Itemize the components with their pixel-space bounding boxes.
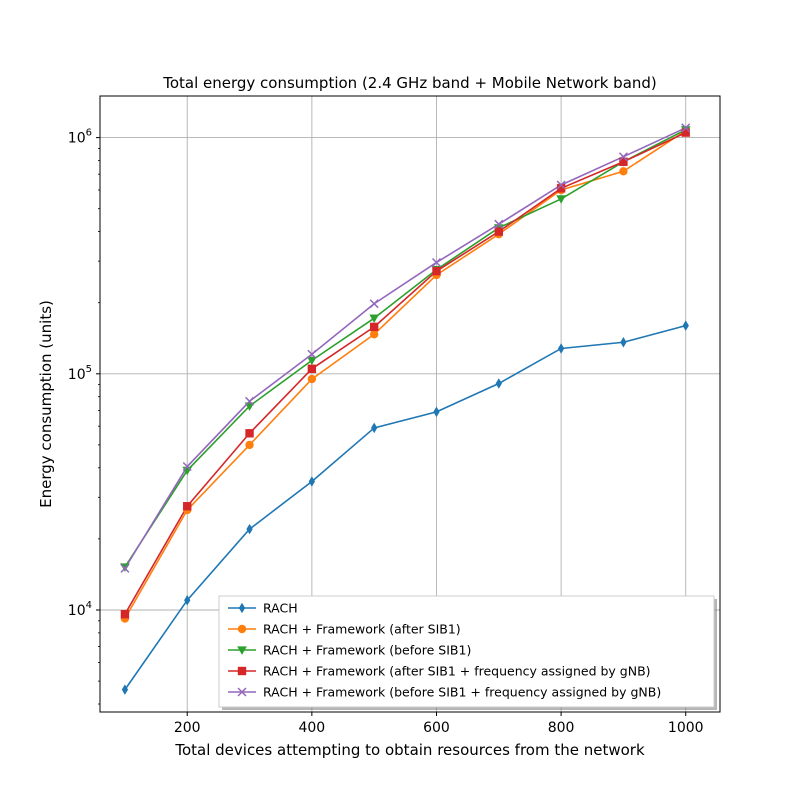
data-point-rach-framework-before-sib1-frequency-assigned-by-gnb	[245, 396, 255, 406]
data-point-rach-framework-after-sib1-frequency-assigned-by-gnb	[245, 429, 254, 438]
legend-marker	[238, 602, 246, 614]
legend-marker	[237, 624, 247, 634]
data-point-rach-framework-before-sib1-frequency-assigned-by-gnb	[120, 563, 130, 573]
data-point-rach-framework-after-sib1	[619, 167, 628, 176]
data-point-rach-framework-before-sib1	[369, 314, 380, 323]
data-point-rach-framework-before-sib1-frequency-assigned-by-gnb	[431, 257, 442, 267]
data-point-rach	[557, 343, 565, 354]
data-point-rach	[246, 523, 253, 535]
data-point-rach-framework-after-sib1-frequency-assigned-by-gnb	[681, 128, 690, 137]
data-point-rach-framework-before-sib1-frequency-assigned-by-gnb	[182, 462, 192, 472]
legend-box	[218, 595, 715, 708]
y-tick-label: 105	[68, 364, 92, 383]
series-line-rach	[124, 324, 686, 691]
data-point-rach-framework-after-sib1	[245, 440, 254, 450]
plot-area-frame	[99, 95, 721, 713]
legend-label: RACH	[263, 601, 298, 616]
legend-marker	[237, 666, 247, 676]
legend: RACH RACH + Framework (after SIB1) RACH + …	[218, 595, 717, 710]
data-point-rach	[371, 422, 378, 434]
data-point-rach-framework-before-sib1-frequency-assigned-by-gnb	[494, 219, 504, 229]
x-tick-label: 1000	[668, 720, 704, 736]
data-point-rach-framework-after-sib1-frequency-assigned-by-gnb	[432, 266, 441, 276]
x-tick-label: 400	[298, 720, 325, 736]
y-tick-label: 106	[68, 128, 92, 147]
data-point-rach-framework-before-sib1	[556, 195, 566, 204]
y-axis-ticks: 104 105 106	[68, 128, 100, 705]
y-axis-label: Energy consumption (units)	[37, 300, 55, 508]
data-point-rach	[682, 320, 689, 331]
data-point-rach-framework-after-sib1-frequency-assigned-by-gnb	[619, 157, 628, 166]
data-point-rach-framework-before-sib1	[307, 356, 317, 366]
data-point-rach-framework-before-sib1-frequency-assigned-by-gnb	[681, 123, 691, 133]
legend-label: RACH + Framework (after SIB1)	[263, 622, 461, 637]
chart-title: Total energy consumption (2.4 GHz band +…	[162, 74, 657, 92]
series-line-rach-framework-after-sib1-frequency-assigned-by-gnb	[124, 131, 687, 615]
data-point-rach-framework-after-sib1-frequency-assigned-by-gnb	[369, 322, 379, 332]
data-point-rach	[433, 406, 440, 418]
data-point-rach	[620, 337, 627, 348]
legend-marker	[237, 646, 247, 655]
legend-marker	[237, 687, 247, 697]
y-tick-label: 104	[68, 600, 92, 619]
data-point-rach-framework-before-sib1-frequency-assigned-by-gnb	[369, 299, 379, 309]
series-lines	[124, 127, 687, 691]
data-point-rach	[184, 594, 191, 606]
data-point-rach-framework-after-sib1-frequency-assigned-by-gnb	[183, 502, 192, 511]
data-point-rach-framework-before-sib1-frequency-assigned-by-gnb	[307, 349, 317, 359]
series-markers	[120, 123, 691, 695]
legend-label: RACH + Framework (before SIB1 + frequenc…	[263, 685, 661, 700]
data-point-rach-framework-before-sib1-frequency-assigned-by-gnb	[618, 152, 628, 162]
data-point-rach-framework-before-sib1-frequency-assigned-by-gnb	[556, 180, 566, 190]
legend-label: RACH + Framework (before SIB1)	[263, 643, 471, 658]
x-tick-label: 800	[548, 720, 575, 736]
x-axis-label: Total devices attempting to obtain resou…	[174, 741, 645, 759]
data-point-rach-framework-after-sib1-frequency-assigned-by-gnb	[307, 364, 317, 373]
data-point-rach	[495, 378, 502, 389]
data-point-rach	[308, 476, 316, 487]
data-point-rach	[121, 684, 129, 695]
data-point-rach-framework-after-sib1-frequency-assigned-by-gnb	[494, 227, 503, 236]
data-point-rach-framework-after-sib1-frequency-assigned-by-gnb	[120, 609, 130, 619]
data-point-rach-framework-after-sib1	[307, 374, 317, 384]
x-tick-label: 600	[423, 720, 450, 736]
legend-label: RACH + Framework (after SIB1 + frequency…	[263, 664, 651, 679]
x-tick-label: 200	[174, 720, 201, 736]
x-axis-ticks: 200 400 600 800 1000	[174, 712, 704, 736]
series-line-rach-framework-before-sib1-frequency-assigned-by-gnb	[124, 127, 687, 569]
legend-items: RACH RACH + Framework (after SIB1) RACH + …	[228, 601, 661, 700]
data-point-rach-framework-after-sib1-frequency-assigned-by-gnb	[556, 184, 566, 193]
series-line-rach-framework-before-sib1	[124, 128, 687, 568]
data-point-rach-framework-after-sib1	[369, 330, 379, 339]
